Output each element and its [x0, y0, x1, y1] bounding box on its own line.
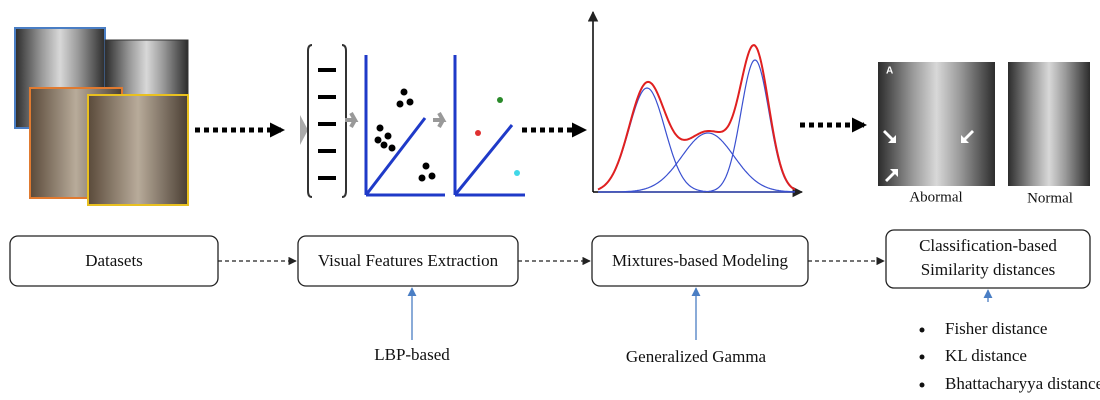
annotation: LBP-based	[374, 345, 450, 364]
xray-results: A Abormal Normal	[878, 62, 1090, 206]
distance-list: Fisher distance KL distance Bhattacharyy…	[920, 319, 1100, 393]
box-label: Datasets	[85, 251, 143, 270]
box-label: Mixtures-based Modeling	[612, 251, 789, 270]
dataset-images	[15, 28, 188, 205]
list-item: Fisher distance	[945, 319, 1047, 338]
box-label: Visual Features Extraction	[318, 251, 499, 270]
curve	[598, 45, 795, 189]
image-caption: Normal	[1027, 190, 1073, 206]
list-item: KL distance	[945, 346, 1027, 365]
image-marker: A	[886, 66, 893, 77]
curve	[598, 88, 795, 192]
curve	[598, 133, 795, 192]
box-label: Classification-based	[919, 236, 1057, 255]
annotation: Generalized Gamma	[626, 347, 767, 366]
list-item: Bhattacharyya distance	[945, 374, 1100, 393]
image-caption: Abormal	[909, 189, 962, 205]
box-label: Similarity distances	[921, 260, 1056, 279]
feature-illustration	[300, 45, 525, 197]
mixture-illustration	[593, 12, 802, 192]
diagram: A Abormal Normal Datasets Visual Feature…	[0, 0, 1100, 400]
